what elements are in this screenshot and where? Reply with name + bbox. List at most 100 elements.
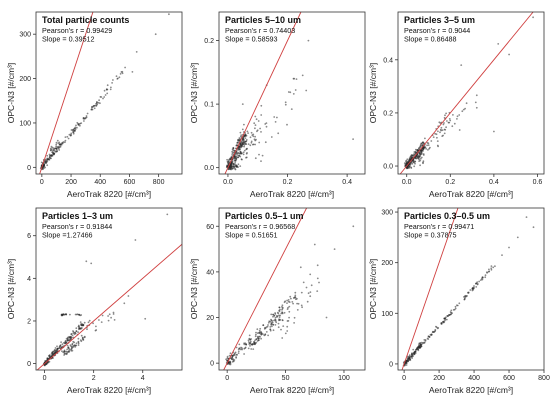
data-point — [82, 117, 85, 119]
data-point — [405, 364, 408, 366]
data-point — [237, 163, 240, 166]
y-tick-label: 20 — [206, 315, 214, 322]
data-point — [226, 158, 229, 161]
data-point — [242, 153, 245, 156]
data-point — [45, 160, 48, 163]
data-point — [313, 243, 316, 246]
data-point — [463, 298, 466, 301]
data-point — [99, 96, 102, 98]
data-point — [257, 337, 260, 340]
data-point — [228, 166, 231, 169]
data-point — [113, 319, 116, 321]
data-point — [440, 322, 443, 324]
data-point — [241, 142, 244, 145]
data-point — [420, 142, 423, 145]
data-points — [224, 12, 354, 174]
data-point — [239, 165, 242, 168]
data-point — [417, 157, 420, 160]
data-point — [450, 309, 453, 312]
x-tick-label: 200 — [65, 179, 77, 186]
data-point — [79, 327, 82, 330]
data-point — [82, 324, 85, 326]
data-point — [260, 131, 262, 133]
data-point — [103, 96, 106, 98]
data-point — [425, 148, 428, 150]
data-point — [302, 281, 305, 284]
scatter-panel-2: 0.0 0.2 0.4 0.0 0.1 0.2 AeroTrak 8220 [#/cm³] O… — [189, 11, 366, 199]
data-point — [443, 116, 446, 119]
data-point — [282, 325, 285, 327]
scatter-panel-6: 0 200 400 600 800 0 100 200 300 AeroTrak 8220 [#/… — [368, 207, 550, 395]
data-point — [405, 162, 408, 165]
data-point — [446, 315, 449, 317]
data-point — [75, 124, 77, 127]
data-point — [243, 149, 246, 152]
data-point — [419, 159, 422, 162]
data-point — [254, 124, 257, 126]
data-point — [436, 136, 438, 139]
data-point — [75, 327, 78, 330]
data-point — [259, 127, 261, 130]
data-point — [92, 106, 94, 108]
data-point — [247, 143, 250, 146]
data-point — [295, 78, 298, 80]
data-point — [418, 346, 421, 349]
data-point — [456, 118, 458, 120]
data-point — [244, 137, 247, 140]
y-tick-label: 40 — [206, 269, 214, 276]
y-tick-label: 100 — [19, 120, 31, 127]
data-point — [102, 97, 104, 100]
data-point — [75, 330, 78, 333]
data-point — [60, 143, 63, 146]
data-point — [290, 108, 293, 110]
data-point — [464, 107, 466, 110]
x-tick-label: 0.2 — [283, 179, 293, 186]
data-point — [235, 155, 238, 158]
data-point — [247, 339, 250, 342]
data-point — [444, 114, 446, 117]
data-point — [99, 102, 101, 105]
data-point — [80, 326, 83, 329]
data-point — [475, 106, 478, 109]
data-point — [121, 72, 124, 75]
data-point — [253, 341, 256, 343]
data-point — [418, 155, 421, 158]
data-point — [508, 246, 510, 249]
pearson-r-label: Pearson's r = 0.99471 — [404, 222, 474, 231]
data-point — [243, 123, 245, 126]
y-tick-label: 4 — [27, 276, 31, 283]
data-point — [246, 130, 249, 133]
data-point — [279, 308, 281, 311]
data-point — [240, 134, 243, 137]
data-point — [479, 279, 482, 281]
data-point — [248, 334, 251, 337]
data-point — [86, 112, 89, 115]
data-point — [297, 302, 300, 305]
data-point — [258, 153, 260, 156]
scatter-panel-4: 0 2 4 0 2 4 6 AeroTrak 8220 [#/cm³] OPC-N3 [#/cm… — [6, 207, 183, 395]
y-tick-label: 0 — [389, 361, 393, 368]
data-point — [265, 331, 268, 333]
data-point — [432, 136, 435, 139]
data-point — [269, 328, 272, 331]
data-point — [65, 352, 67, 355]
data-point — [95, 104, 97, 107]
data-point — [58, 149, 61, 151]
data-point — [117, 77, 119, 80]
data-point — [458, 129, 461, 131]
data-point — [64, 136, 67, 139]
data-point — [255, 341, 258, 344]
x-tick-label: 4 — [141, 375, 145, 382]
data-point — [42, 168, 44, 171]
data-point — [316, 290, 319, 292]
panel-title: Particles 0.5–1 um — [225, 211, 304, 221]
data-point — [225, 166, 228, 169]
data-point — [254, 135, 256, 138]
x-tick-label: 2 — [92, 375, 96, 382]
data-point — [245, 343, 248, 346]
data-point — [229, 352, 232, 355]
data-point — [516, 236, 519, 239]
data-point — [287, 299, 290, 301]
data-point — [469, 289, 472, 291]
data-point — [44, 363, 47, 366]
